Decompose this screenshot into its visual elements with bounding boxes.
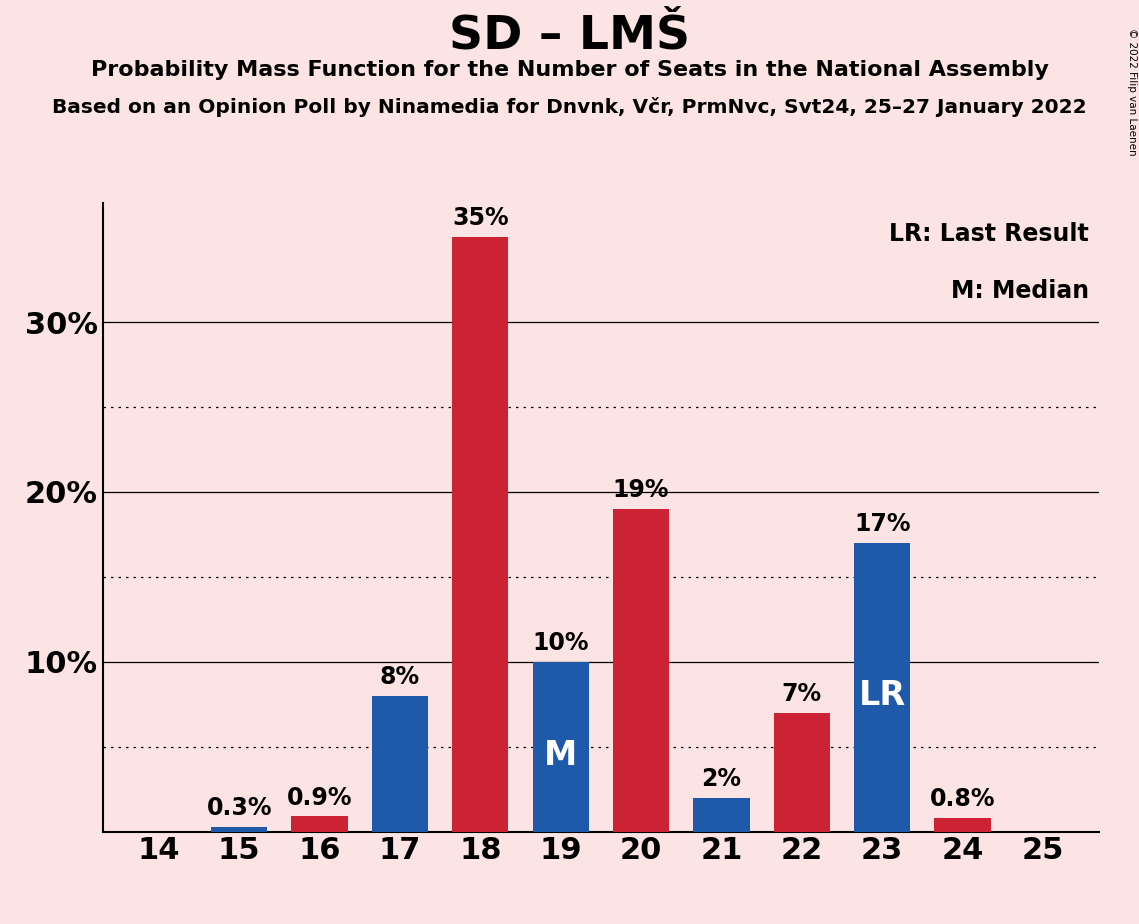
Text: 17%: 17% <box>854 512 910 536</box>
Text: © 2022 Filip van Laenen: © 2022 Filip van Laenen <box>1126 28 1137 155</box>
Text: SD – LMŠ: SD – LMŠ <box>449 14 690 59</box>
Text: Probability Mass Function for the Number of Seats in the National Assembly: Probability Mass Function for the Number… <box>91 60 1048 80</box>
Bar <box>371 696 428 832</box>
Text: 0.9%: 0.9% <box>287 785 352 809</box>
Text: 7%: 7% <box>781 682 822 706</box>
Bar <box>211 826 268 832</box>
Text: M: M <box>544 738 577 772</box>
Text: M: Median: M: Median <box>951 279 1089 303</box>
Text: 10%: 10% <box>532 631 589 655</box>
Bar <box>854 543 910 832</box>
Text: LR: Last Result: LR: Last Result <box>890 222 1089 246</box>
Text: 2%: 2% <box>702 767 741 791</box>
Text: 8%: 8% <box>379 665 420 689</box>
Bar <box>533 662 589 832</box>
Bar <box>613 509 669 832</box>
Bar <box>452 237 508 832</box>
Text: LR: LR <box>859 679 906 712</box>
Text: 0.3%: 0.3% <box>206 796 272 820</box>
Text: 0.8%: 0.8% <box>929 787 995 811</box>
Text: 19%: 19% <box>613 478 670 502</box>
Bar <box>694 797 749 832</box>
Bar <box>292 816 347 832</box>
Text: Based on an Opinion Poll by Ninamedia for Dnvnk, Včr, PrmNvc, Svt24, 25–27 Janua: Based on an Opinion Poll by Ninamedia fo… <box>52 97 1087 117</box>
Bar <box>773 712 830 832</box>
Bar <box>934 818 991 832</box>
Text: 35%: 35% <box>452 206 509 230</box>
